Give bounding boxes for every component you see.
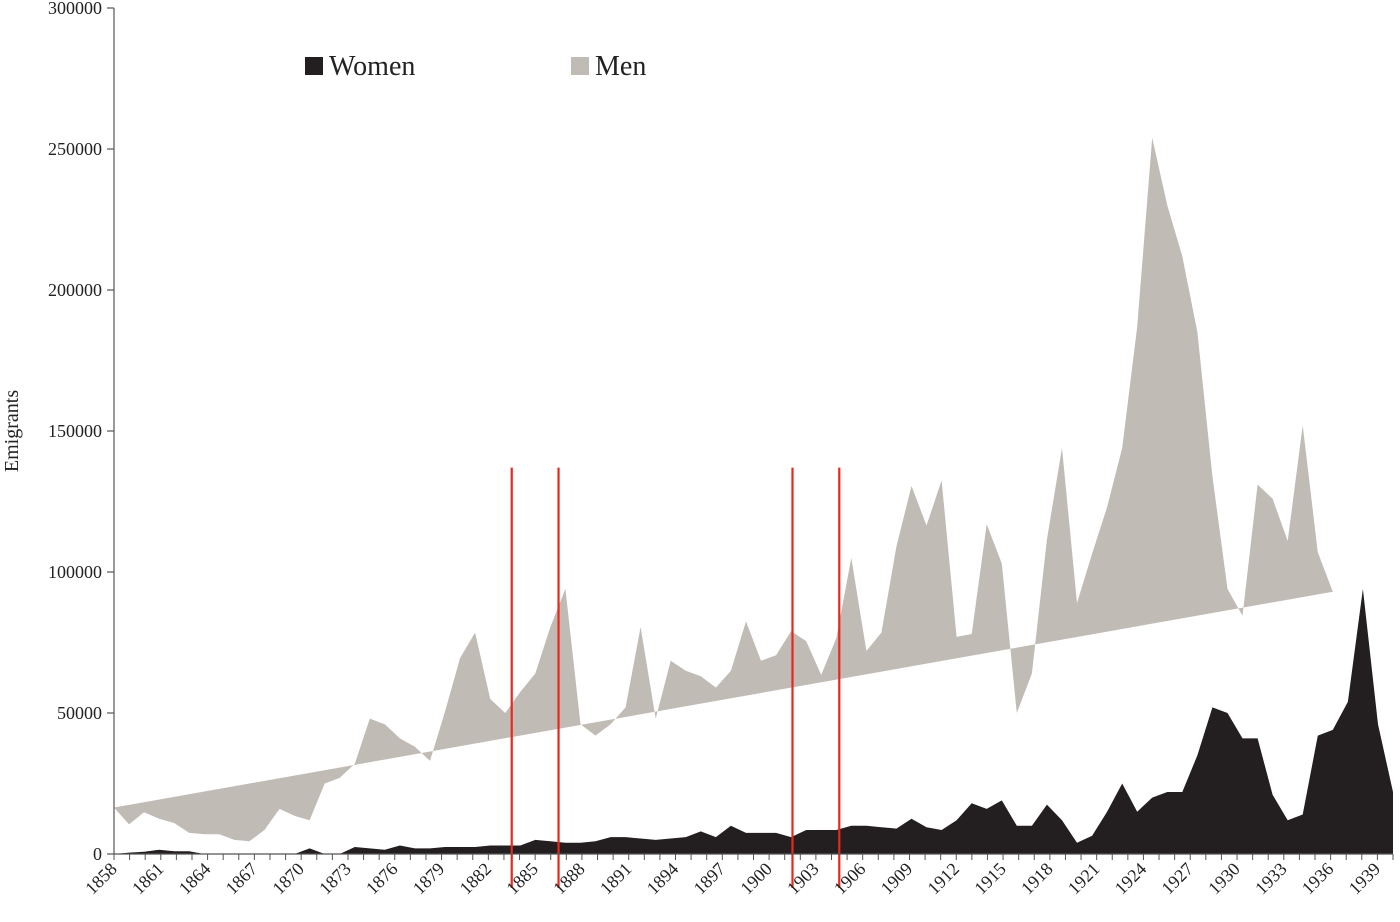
x-tick-label: 1861 (128, 859, 168, 899)
series-area-women (114, 588, 1393, 854)
y-tick-label: 0 (93, 844, 102, 864)
x-tick-label: 1915 (970, 859, 1010, 899)
y-axis-title: Emigrants (1, 390, 23, 472)
x-tick-label: 1927 (1157, 859, 1197, 899)
series-area-men (114, 137, 1333, 842)
legend-swatch-men (571, 57, 589, 75)
x-tick-label: 1909 (877, 859, 917, 899)
x-tick-label: 1900 (736, 859, 776, 899)
x-tick-label: 1897 (690, 859, 730, 899)
y-tick-label: 250000 (48, 139, 102, 159)
legend-label-women: Women (329, 51, 415, 82)
marker-layer (510, 467, 841, 888)
legend-swatch-women (305, 57, 323, 75)
y-tick-label: 100000 (48, 562, 102, 582)
y-tick-label: 150000 (48, 421, 102, 441)
x-tick-label: 1933 (1251, 859, 1291, 899)
x-tick-label: 1939 (1345, 859, 1385, 899)
x-tick-label: 1930 (1204, 859, 1244, 899)
x-tick-label: 1903 (783, 859, 823, 899)
x-tick-label: 1867 (222, 859, 262, 899)
x-tick-label: 1873 (315, 859, 355, 899)
x-tick-label: 1906 (830, 859, 870, 899)
x-tick-label: 1918 (1017, 859, 1057, 899)
x-tick-label: 1870 (268, 859, 308, 899)
area-layer (114, 137, 1393, 854)
x-tick-label: 1912 (923, 859, 963, 899)
x-tick-label: 1882 (456, 859, 496, 899)
x-tick-label: 1858 (81, 859, 121, 899)
x-tick-label: 1894 (643, 859, 683, 899)
x-tick-label: 1921 (1064, 859, 1104, 899)
x-tick-label: 1876 (362, 859, 402, 899)
x-tick-label: 1885 (502, 859, 542, 899)
legend-label-men: Men (595, 51, 646, 82)
x-tick-label: 1891 (596, 859, 636, 899)
x-tick-label: 1888 (549, 859, 589, 899)
x-tick-label: 1879 (409, 859, 449, 899)
x-tick-label: 1936 (1298, 859, 1338, 899)
x-tick-label: 1924 (1111, 859, 1151, 899)
y-tick-label: 200000 (48, 280, 102, 300)
y-tick-label: 50000 (57, 703, 102, 723)
legend: Women Men (305, 51, 646, 82)
y-tick-label: 300000 (48, 0, 102, 18)
x-tick-label: 1864 (175, 859, 215, 899)
